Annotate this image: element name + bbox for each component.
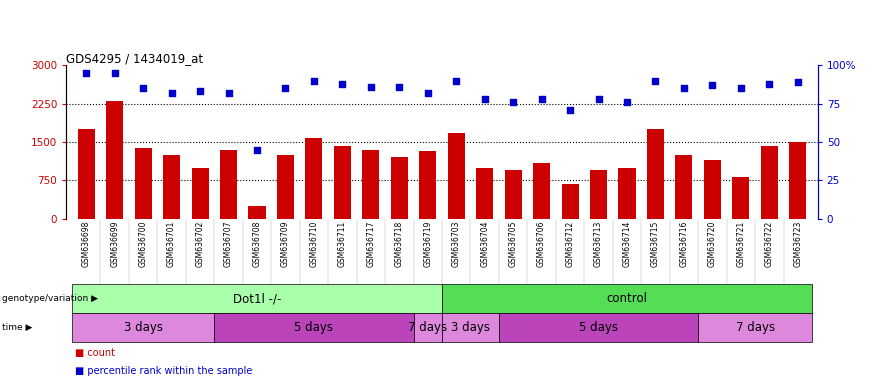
- Text: GSM636714: GSM636714: [622, 221, 631, 267]
- Point: [563, 107, 577, 113]
- Point: [307, 78, 321, 84]
- Bar: [442, 284, 812, 313]
- Point: [790, 79, 804, 85]
- Point: [278, 85, 293, 91]
- Point: [193, 88, 207, 94]
- Point: [762, 81, 776, 87]
- Text: 3 days: 3 days: [451, 321, 490, 334]
- Point: [477, 96, 492, 102]
- Text: GSM636721: GSM636721: [736, 221, 745, 267]
- Bar: [277, 155, 294, 219]
- Bar: [220, 150, 237, 219]
- Point: [591, 96, 606, 102]
- Point: [250, 147, 264, 153]
- Bar: [732, 177, 750, 219]
- Text: GSM636723: GSM636723: [793, 221, 803, 267]
- Bar: [704, 160, 721, 219]
- Text: 3 days: 3 days: [124, 321, 163, 334]
- Text: GSM636701: GSM636701: [167, 221, 176, 267]
- Bar: [499, 313, 698, 342]
- Bar: [419, 151, 437, 219]
- Bar: [561, 184, 579, 219]
- Bar: [248, 206, 265, 219]
- Text: GSM636720: GSM636720: [708, 221, 717, 267]
- Text: 7 days: 7 days: [735, 321, 774, 334]
- Text: GSM636707: GSM636707: [224, 221, 233, 267]
- Text: time ▶: time ▶: [2, 323, 32, 332]
- Text: GSM636703: GSM636703: [452, 221, 461, 267]
- Bar: [590, 170, 607, 219]
- Point: [421, 90, 435, 96]
- Text: GDS4295 / 1434019_at: GDS4295 / 1434019_at: [66, 52, 203, 65]
- Bar: [761, 146, 778, 219]
- Text: GSM636715: GSM636715: [651, 221, 660, 267]
- Text: GSM636708: GSM636708: [253, 221, 262, 267]
- Bar: [505, 170, 522, 219]
- Point: [222, 90, 236, 96]
- Bar: [163, 155, 180, 219]
- Bar: [647, 129, 664, 219]
- Text: GSM636710: GSM636710: [309, 221, 318, 267]
- Point: [506, 99, 520, 105]
- Point: [108, 70, 122, 76]
- Text: GSM636700: GSM636700: [139, 221, 148, 267]
- Text: GSM636718: GSM636718: [395, 221, 404, 267]
- Point: [364, 84, 378, 90]
- Bar: [72, 313, 214, 342]
- Text: GSM636716: GSM636716: [680, 221, 689, 267]
- Text: genotype/variation ▶: genotype/variation ▶: [2, 294, 98, 303]
- Bar: [106, 101, 123, 219]
- Point: [734, 85, 748, 91]
- Bar: [134, 148, 152, 219]
- Text: GSM636713: GSM636713: [594, 221, 603, 267]
- Text: ■ percentile rank within the sample: ■ percentile rank within the sample: [75, 366, 253, 376]
- Bar: [533, 162, 550, 219]
- Text: GSM636709: GSM636709: [281, 221, 290, 267]
- Bar: [391, 157, 408, 219]
- Text: GSM636712: GSM636712: [566, 221, 575, 267]
- Text: Dot1l -/-: Dot1l -/-: [232, 292, 281, 305]
- Bar: [72, 284, 442, 313]
- Bar: [334, 146, 351, 219]
- Text: 7 days: 7 days: [408, 321, 447, 334]
- Text: 5 days: 5 days: [579, 321, 618, 334]
- Text: ■ count: ■ count: [75, 348, 115, 358]
- Text: GSM636711: GSM636711: [338, 221, 347, 267]
- Point: [136, 85, 150, 91]
- Text: GSM636704: GSM636704: [480, 221, 489, 267]
- Bar: [78, 129, 95, 219]
- Bar: [214, 313, 414, 342]
- Bar: [192, 168, 209, 219]
- Text: GSM636706: GSM636706: [537, 221, 546, 267]
- Text: GSM636717: GSM636717: [366, 221, 376, 267]
- Point: [620, 99, 634, 105]
- Point: [535, 96, 549, 102]
- Bar: [619, 168, 636, 219]
- Text: control: control: [606, 292, 647, 305]
- Point: [705, 82, 720, 88]
- Point: [335, 81, 349, 87]
- Bar: [476, 168, 493, 219]
- Bar: [442, 313, 499, 342]
- Text: GSM636722: GSM636722: [765, 221, 774, 267]
- Bar: [675, 155, 692, 219]
- Text: GSM636702: GSM636702: [195, 221, 204, 267]
- Point: [164, 90, 179, 96]
- Text: GSM636699: GSM636699: [110, 221, 119, 267]
- Bar: [362, 150, 379, 219]
- Bar: [414, 313, 442, 342]
- Point: [449, 78, 463, 84]
- Bar: [698, 313, 812, 342]
- Text: GSM636705: GSM636705: [508, 221, 518, 267]
- Text: GSM636719: GSM636719: [423, 221, 432, 267]
- Bar: [789, 142, 806, 219]
- Point: [677, 85, 691, 91]
- Bar: [447, 133, 465, 219]
- Point: [392, 84, 407, 90]
- Point: [80, 70, 94, 76]
- Text: GSM636698: GSM636698: [81, 221, 91, 267]
- Bar: [305, 138, 323, 219]
- Point: [648, 78, 662, 84]
- Text: 5 days: 5 days: [294, 321, 333, 334]
